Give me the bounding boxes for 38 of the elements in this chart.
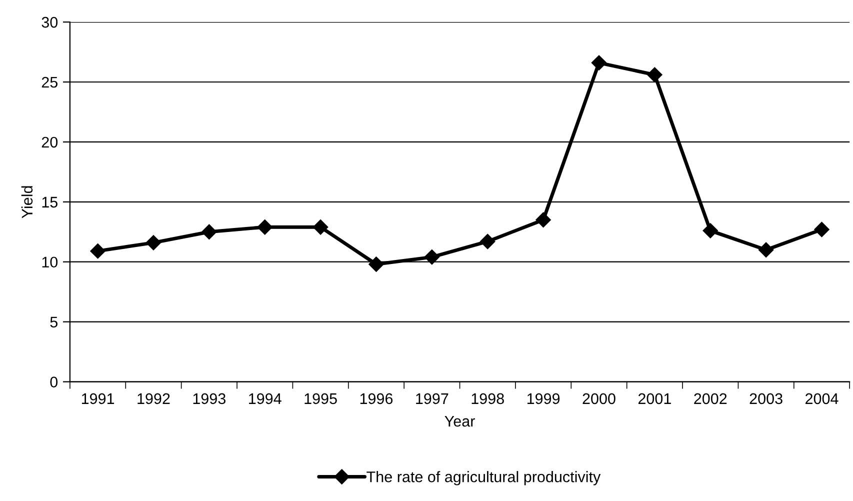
point [368, 256, 384, 272]
point [90, 243, 106, 259]
x-tick-label: 1993 [193, 393, 226, 404]
point [591, 55, 607, 70]
y-tick-label: 5 [50, 316, 58, 328]
x-tick-label: 1997 [416, 393, 448, 404]
y-tick-label: 15 [42, 196, 58, 208]
x-tick-label: 1998 [472, 393, 504, 404]
x-tick-label: 1991 [82, 393, 114, 404]
point [647, 67, 662, 82]
y-tick-label: 25 [42, 76, 58, 88]
x-tick-label: 2001 [638, 393, 671, 404]
x-tick-label: 1999 [527, 393, 560, 404]
x-tick-label: 1994 [249, 393, 282, 404]
point [536, 212, 551, 228]
point [146, 235, 162, 250]
x-tick-label: 2003 [750, 393, 782, 404]
point [424, 249, 440, 265]
point [257, 220, 272, 235]
x-tick-label: 1996 [360, 393, 393, 404]
x-tick-label: 2000 [582, 393, 616, 404]
y-tick-label: 0 [50, 376, 58, 388]
point [758, 242, 774, 258]
y-tick-label: 30 [42, 16, 58, 28]
point [814, 222, 830, 238]
point [480, 234, 496, 250]
y-tick-label: 10 [42, 256, 58, 268]
x-tick-label: 2002 [694, 393, 727, 404]
point [202, 224, 217, 240]
y-tick-label: 20 [42, 136, 58, 148]
legend-label: The rate of agricultural productivity [366, 471, 601, 486]
x-tick-label: 1995 [304, 393, 337, 404]
point [312, 220, 328, 235]
x-tick-label: 2004 [806, 393, 838, 404]
point [702, 223, 718, 238]
y-axis-title: Yield [21, 186, 33, 218]
x-tick-label: 1992 [138, 393, 170, 404]
x-axis-title: Year [444, 416, 475, 427]
